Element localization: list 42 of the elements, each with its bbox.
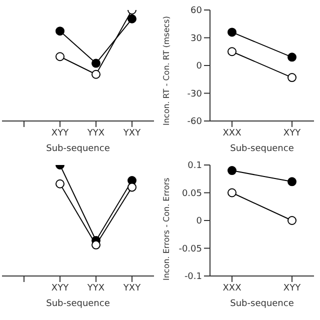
x-axis-title: Sub-sequence [230, 144, 294, 154]
point [288, 52, 296, 62]
x-tick-label: XYY [51, 128, 70, 138]
point [228, 166, 236, 176]
point [92, 240, 100, 250]
x-axis-title: Sub-sequence [46, 144, 110, 154]
y-tick-label: 0 [196, 62, 202, 72]
x-tick-label: XXX [222, 283, 242, 294]
y-tick-label: 60 [190, 6, 202, 16]
y-tick-label: 0.1 [188, 161, 202, 172]
x-tick-label: YXY [122, 283, 142, 294]
point [228, 188, 236, 198]
point [288, 73, 296, 82]
point [228, 47, 236, 56]
point [92, 58, 100, 68]
x-tick-label: XYY [283, 283, 302, 294]
point [56, 179, 64, 188]
y-tick-label: 0 [196, 216, 202, 227]
y-tick-label: -0.05 [178, 244, 202, 254]
x-axis-title: Sub-sequence [230, 299, 294, 309]
x-tick-label: XXX [222, 128, 242, 138]
y-axis-title: Incon. RT - Con. RT (msecs) [162, 16, 171, 126]
y-tick-label: -0.1 [184, 272, 202, 282]
point [228, 28, 236, 37]
point [92, 70, 100, 79]
point [128, 182, 136, 192]
x-axis-title: Sub-sequence [46, 299, 110, 309]
point [288, 216, 296, 225]
point [288, 177, 296, 186]
y-tick-label: 30 [190, 34, 202, 44]
x-tick-label: YXY [122, 128, 142, 138]
point [128, 14, 136, 24]
x-tick-label: XYY [51, 283, 70, 294]
y-axis-title: Incon. Errors - Con. Errors [162, 178, 171, 280]
y-tick-label: -30 [187, 89, 202, 100]
y-tick-label: -60 [187, 117, 202, 128]
y-tick-label: 0.05 [182, 188, 202, 199]
point [56, 26, 64, 36]
x-tick-label: XYY [283, 128, 302, 138]
x-tick-label: YYX [86, 283, 105, 294]
x-tick-label: YYX [86, 128, 105, 138]
point [56, 52, 64, 62]
